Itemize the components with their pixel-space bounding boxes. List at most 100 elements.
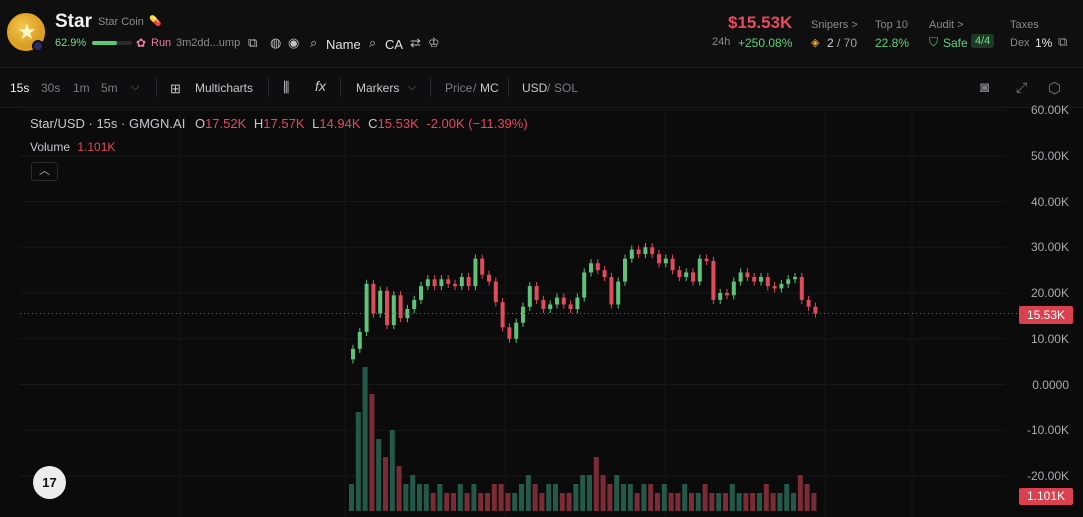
- candle-body: [493, 281, 498, 303]
- toolbar-divider: [508, 77, 509, 97]
- last-price-tag: 15.53K: [1019, 306, 1073, 324]
- interval-15s[interactable]: 15s: [10, 81, 30, 95]
- candle-body: [799, 276, 804, 300]
- volume-bar: [525, 475, 531, 511]
- candle-body: [548, 304, 553, 310]
- volume-bar: [627, 484, 633, 511]
- tradingview-logo[interactable]: 17: [33, 466, 66, 499]
- candle-body: [745, 272, 750, 277]
- candle-body: [629, 249, 634, 259]
- volume-bar: [668, 493, 674, 511]
- token-logo: ★: [7, 13, 45, 51]
- interval-5m[interactable]: 5m: [101, 81, 118, 95]
- mc-toggle[interactable]: MC: [480, 81, 499, 95]
- candle-body: [793, 276, 797, 280]
- legend-low: 14.94K: [319, 116, 361, 131]
- candle-body: [595, 263, 600, 271]
- share-icon[interactable]: ⇄: [410, 35, 421, 50]
- candle-body: [765, 276, 770, 287]
- y-tick-label: 0.0000: [1032, 377, 1069, 392]
- toolbar-divider: [156, 77, 157, 97]
- token-address[interactable]: 3m2dd...ump: [176, 37, 241, 49]
- volume-bar: [553, 484, 558, 511]
- volume-bar: [641, 484, 647, 511]
- candle-body: [616, 281, 621, 305]
- candle-body: [419, 286, 423, 300]
- candle-body: [697, 258, 702, 282]
- volume-bar: [784, 484, 790, 511]
- candle-body: [357, 331, 362, 349]
- candle-body: [643, 247, 648, 255]
- chevron-down-icon[interactable]: ⌵: [131, 81, 140, 93]
- crown-icon[interactable]: ♔: [428, 35, 440, 50]
- camera-icon[interactable]: ◙: [980, 79, 990, 96]
- price-change: +250.08%: [738, 36, 793, 50]
- add-chart-icon[interactable]: ⊞: [170, 81, 181, 96]
- price-toggle[interactable]: Price: [445, 81, 473, 95]
- volume-label: Volume: [30, 140, 71, 154]
- search-ca-button[interactable]: CA: [385, 37, 404, 52]
- legend-open: 17.52K: [205, 116, 247, 131]
- candles-icon[interactable]: ⫼: [283, 79, 290, 95]
- telegram-icon[interactable]: ◉: [288, 35, 300, 50]
- candle-body: [364, 283, 369, 332]
- sol-toggle[interactable]: SOL: [554, 81, 579, 95]
- candle-body: [718, 293, 723, 300]
- price-chart[interactable]: [0, 108, 1083, 517]
- markers-button[interactable]: Markers: [356, 81, 400, 95]
- volume-bar: [580, 475, 586, 511]
- interval-30s[interactable]: 30s: [41, 81, 61, 95]
- volume-bar: [716, 493, 722, 511]
- last-volume-tag: 1.101K: [1019, 488, 1073, 505]
- candle-body: [670, 258, 675, 271]
- copy-tax-icon[interactable]: ⧉: [1058, 34, 1068, 49]
- search-name-button[interactable]: Name: [326, 37, 361, 52]
- copy-icon[interactable]: ⧉: [248, 35, 258, 50]
- fullscreen-icon[interactable]: ⤢: [1016, 79, 1028, 95]
- bonding-progress-bar: [92, 41, 132, 45]
- volume-bar: [451, 493, 456, 511]
- candle-body: [500, 302, 505, 328]
- candle-body: [806, 299, 811, 307]
- y-tick-label: 60.00K: [1030, 103, 1069, 117]
- candle-body: [677, 270, 682, 277]
- y-tick-label: 30.00K: [1030, 240, 1069, 255]
- volume-bar: [695, 493, 701, 511]
- search-ca-icon[interactable]: ⌕: [369, 35, 377, 50]
- volume-bar: [573, 484, 579, 511]
- candle-body: [534, 286, 539, 300]
- candle-body: [561, 297, 566, 305]
- interval-1m[interactable]: 1m: [73, 81, 90, 95]
- toggle-separator: /: [473, 81, 477, 95]
- candle-body: [704, 258, 709, 261]
- candle-body: [371, 283, 376, 314]
- candle-body: [391, 295, 396, 326]
- legend-high-label: H: [253, 116, 264, 131]
- indicators-icon[interactable]: fx: [315, 78, 326, 94]
- volume-bar: [736, 493, 742, 511]
- volume-bar: [559, 493, 565, 511]
- candle-body: [623, 258, 627, 282]
- search-name-icon[interactable]: ⌕: [310, 35, 318, 50]
- volume-bar: [655, 493, 660, 511]
- legend-close: 15.53K: [377, 116, 419, 131]
- multicharts-button[interactable]: Multicharts: [195, 81, 254, 95]
- globe-icon[interactable]: ◍: [270, 35, 282, 50]
- audit-link[interactable]: Audit >: [929, 19, 964, 31]
- volume-bar: [757, 493, 762, 511]
- candle-body: [473, 258, 478, 287]
- volume-bar: [512, 493, 518, 511]
- star-icon: ★: [17, 19, 37, 44]
- sniper-icon: ◈: [811, 37, 820, 49]
- settings-icon[interactable]: ⬡: [1048, 80, 1062, 97]
- y-tick-label: -10.00K: [1026, 423, 1069, 438]
- volume-bar: [349, 484, 354, 511]
- volume-bar: [634, 493, 640, 511]
- snipers-link[interactable]: Snipers >: [811, 19, 858, 31]
- usd-toggle[interactable]: USD: [522, 81, 548, 95]
- volume-bar: [546, 484, 552, 511]
- candle-body: [752, 276, 757, 282]
- collapse-legend-button[interactable]: ︿: [31, 162, 58, 181]
- chevron-down-icon[interactable]: ⌵: [408, 81, 417, 93]
- platform-label[interactable]: Run: [151, 37, 172, 49]
